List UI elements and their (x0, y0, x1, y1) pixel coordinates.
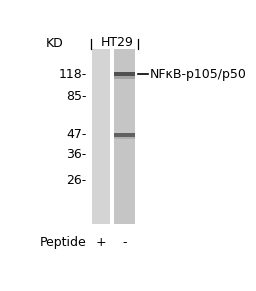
Text: Peptide: Peptide (40, 236, 87, 249)
Bar (114, 136, 135, 139)
Text: KD: KD (46, 37, 64, 50)
Text: 85-: 85- (66, 90, 87, 103)
Bar (114, 76, 135, 79)
Bar (114, 133, 135, 136)
Text: 47-: 47- (66, 128, 87, 141)
Text: -: - (123, 236, 127, 249)
Text: 36-: 36- (66, 148, 87, 161)
Bar (114, 49, 135, 224)
Text: HT29: HT29 (101, 36, 134, 49)
Bar (114, 72, 135, 76)
Bar (92, 49, 110, 224)
Text: 26-: 26- (66, 174, 87, 187)
Text: NFκB-p105/p50: NFκB-p105/p50 (150, 68, 247, 81)
Text: 118-: 118- (58, 68, 87, 81)
Text: +: + (95, 236, 106, 249)
